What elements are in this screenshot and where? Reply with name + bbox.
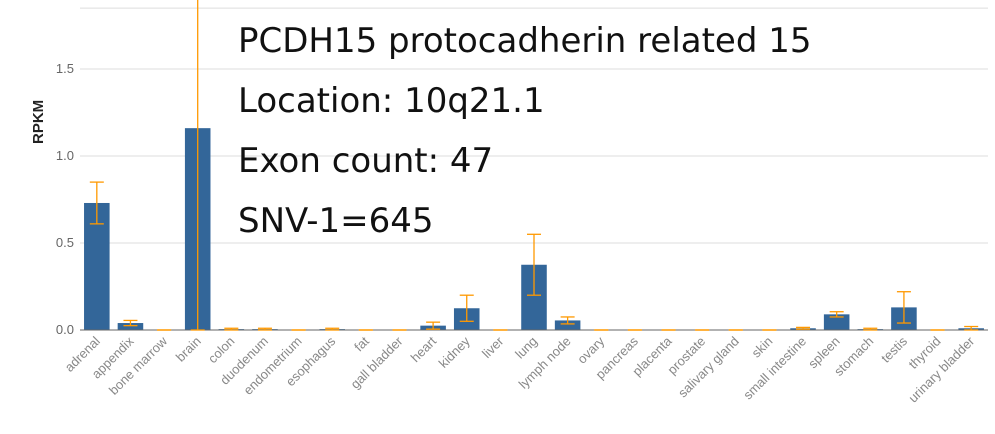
- y-tick-label: 0.0: [56, 322, 74, 337]
- gene-title-annotation: PCDH15 protocadherin related 15: [238, 21, 812, 61]
- y-tick-label: 1.5: [56, 61, 74, 76]
- y-tick-label: 1.0: [56, 148, 74, 163]
- x-tick-label: kidney: [436, 333, 474, 371]
- bar-appendix: [117, 323, 144, 330]
- snv-annotation: SNV-1=645: [238, 201, 434, 241]
- y-axis-label: RPKM: [30, 99, 47, 144]
- location-annotation: Location: 10q21.1: [238, 81, 545, 121]
- x-tick-label: lung: [512, 334, 540, 362]
- y-tick-label: 0.5: [56, 235, 74, 250]
- x-tick-label: fat: [351, 333, 372, 354]
- x-tick-label: brain: [173, 334, 204, 365]
- x-tick-label: liver: [479, 333, 507, 361]
- bar-lymph-node: [554, 320, 581, 330]
- bar-spleen: [823, 314, 850, 330]
- exon-count-annotation: Exon count: 47: [238, 141, 494, 181]
- x-tick-label: skin: [749, 334, 776, 361]
